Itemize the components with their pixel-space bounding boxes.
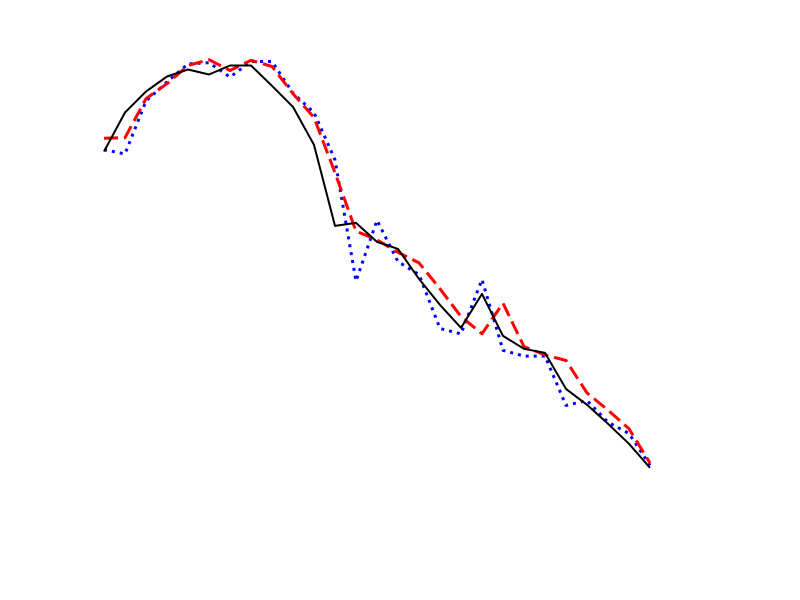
series-line-0-solid (103, 64, 651, 469)
plot-area (103, 58, 652, 469)
series-line-1-dashed (103, 58, 652, 464)
series-line-2-dotted (103, 60, 652, 467)
